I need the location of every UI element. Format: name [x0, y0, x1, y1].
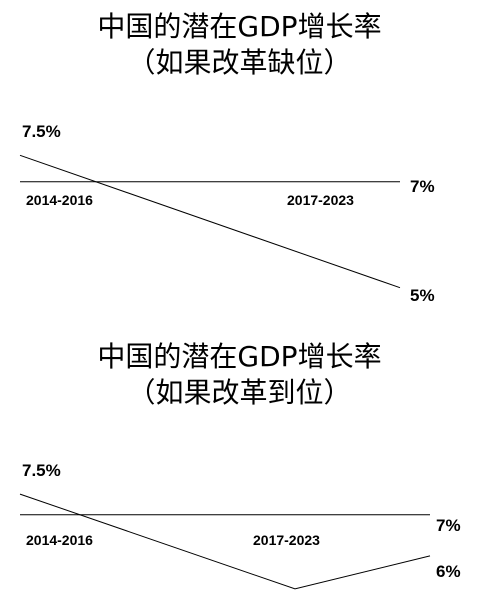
category-label-2014-2016: 2014-2016	[26, 532, 93, 548]
chart-panel-reform-in-place: 中国的潜在GDP增长率 （如果改革到位） 7.5% 7% 6% 2014-201…	[0, 330, 479, 607]
chart-subtitle: （如果改革到位）	[127, 376, 352, 409]
chart-plot: 7.5% 7% 5% 2014-2016 2017-2023	[19, 122, 435, 305]
chart-title: 中国的潜在GDP增长率	[97, 340, 382, 373]
end-value-label: 5%	[410, 286, 435, 305]
series-line	[19, 493, 431, 590]
start-value-label: 7.5%	[22, 461, 61, 480]
category-label-2017-2023: 2017-2023	[287, 192, 354, 208]
chart-subtitle: （如果改革缺位）	[127, 46, 352, 79]
chart-title: 中国的潜在GDP增长率	[97, 10, 382, 43]
chart-panel-reform-absent: 中国的潜在GDP增长率 （如果改革缺位） 7.5% 7% 5% 2014-201…	[19, 10, 435, 305]
series-line	[19, 154, 401, 289]
reference-value-label: 7%	[436, 516, 461, 535]
category-label-2017-2023: 2017-2023	[253, 532, 320, 548]
end-value-label: 6%	[436, 562, 461, 581]
start-value-label: 7.5%	[22, 122, 61, 141]
reference-value-label: 7%	[410, 177, 435, 196]
chart-plot: 7.5% 7% 6% 2014-2016 2017-2023	[19, 461, 461, 590]
category-label-2014-2016: 2014-2016	[26, 192, 93, 208]
